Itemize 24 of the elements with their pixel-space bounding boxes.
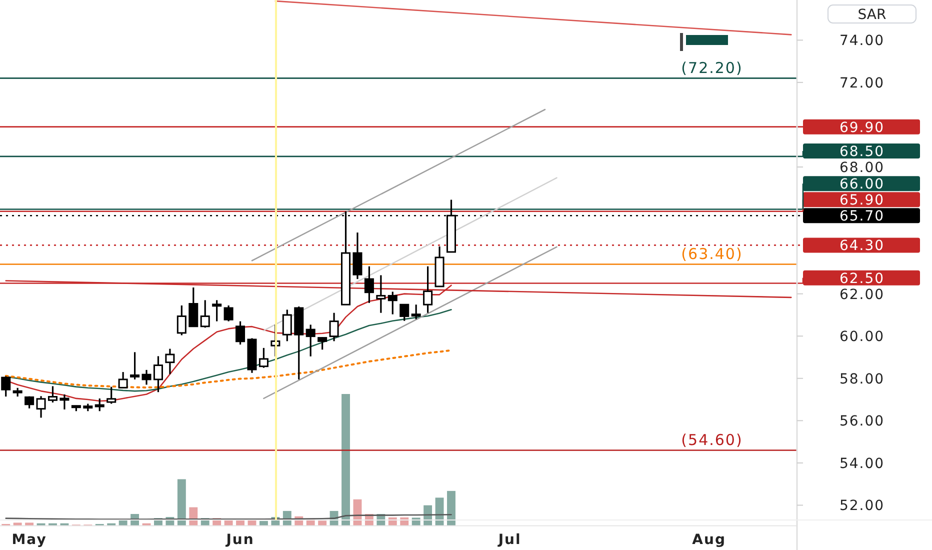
y-tick-label: 74.00 <box>839 33 885 50</box>
annotation: (63.40) <box>681 245 743 264</box>
y-tick-label: 58.00 <box>839 371 885 388</box>
annotation: (72.20) <box>681 59 743 78</box>
ref-line-label: 66.00 <box>839 176 885 193</box>
x-tick-label: Jun <box>225 532 254 548</box>
y-tick-label: 72.00 <box>839 75 885 92</box>
ref-line-label: 65.70 <box>839 208 885 225</box>
ref-line-label: 62.50 <box>839 270 885 287</box>
y-tick-label: 56.00 <box>839 414 885 430</box>
ref-line-label: 68.50 <box>839 144 885 160</box>
y-tick-label: 62.00 <box>839 286 885 303</box>
x-tick-label: Aug <box>692 532 726 548</box>
ref-line-label: 65.90 <box>839 192 885 209</box>
y-tick-label: 54.00 <box>839 456 885 472</box>
x-tick-label: Jul <box>497 532 522 548</box>
y-tick-label: 60.00 <box>839 329 885 346</box>
x-tick-label: May <box>12 532 47 548</box>
ref-line-label: 69.90 <box>839 120 885 136</box>
y-tick-label: 68.00 <box>839 160 885 176</box>
annotation: (54.60) <box>681 431 743 450</box>
ref-line-label: 64.30 <box>839 238 885 254</box>
text: SAR <box>858 7 886 23</box>
y-tick-label: 52.00 <box>839 498 885 514</box>
